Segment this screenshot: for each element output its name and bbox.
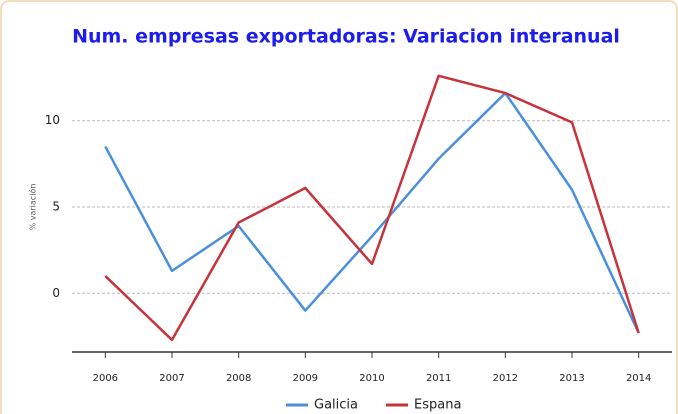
x-tick-label: 2009: [293, 373, 318, 384]
x-tick-label: 2007: [159, 373, 184, 384]
x-tick-label: 2006: [93, 373, 118, 384]
x-tick-label: 2011: [426, 373, 451, 384]
chart-title: Num. empresas exportadoras: Variacion in…: [72, 26, 620, 48]
series-line: [104, 74, 640, 342]
y-axis-label: % variación: [28, 184, 38, 231]
x-tick-label: 2012: [493, 373, 518, 384]
x-tick-label: 2013: [559, 373, 584, 384]
legend-label: Galicia: [314, 398, 358, 413]
x-tick-label: 2014: [626, 373, 651, 384]
y-tick-label: 0: [52, 286, 60, 300]
series-line: [104, 91, 640, 334]
legend-label: Espana: [414, 398, 461, 413]
y-tick-label: 5: [52, 200, 60, 214]
y-tick-label: 10: [45, 113, 60, 127]
x-tick-label: 2010: [359, 373, 384, 384]
x-tick-label: 2008: [226, 373, 251, 384]
